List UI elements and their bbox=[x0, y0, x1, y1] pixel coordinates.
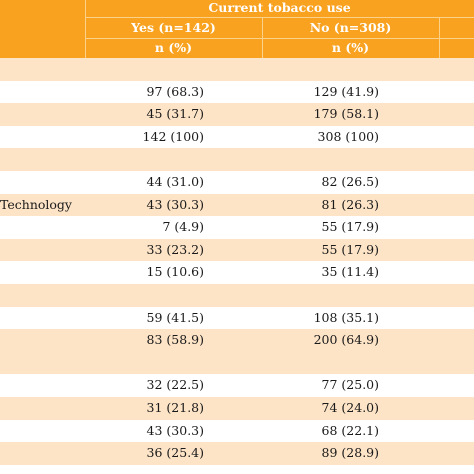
cell-no: 77 (25.0) bbox=[321, 377, 379, 393]
row-label bbox=[0, 171, 85, 194]
cell-yes: 31 (21.8) bbox=[146, 400, 204, 416]
cell-yes: 7 (4.9) bbox=[162, 219, 204, 235]
table-row: 43 (30.3) 68 (22.1) bbox=[0, 419, 474, 443]
cell-yes bbox=[85, 148, 204, 171]
table-row: 59 (41.5) 108 (35.1) bbox=[0, 306, 474, 330]
row-label bbox=[0, 216, 85, 239]
table-row: 32 (22.5) 77 (25.0) bbox=[0, 374, 474, 397]
column-subheader-no: n (%) bbox=[331, 40, 370, 56]
table-row: 45 (31.7) 179 (58.1) bbox=[0, 103, 474, 126]
row-label bbox=[0, 148, 85, 171]
column-header-no: No (n=308) bbox=[309, 19, 392, 35]
row-label bbox=[0, 442, 85, 465]
row-label bbox=[0, 397, 85, 420]
cell-yes: 43 (30.3) bbox=[146, 196, 204, 212]
table-row: 36 (25.4) 89 (28.9) bbox=[0, 442, 474, 465]
cell-no: 55 (17.9) bbox=[321, 219, 379, 235]
row-label bbox=[0, 374, 85, 397]
section-row bbox=[0, 58, 474, 81]
cell-no bbox=[262, 352, 379, 375]
cell-no: 74 (24.0) bbox=[321, 400, 379, 416]
cell-yes: 32 (22.5) bbox=[146, 377, 204, 393]
cell-no: 82 (26.5) bbox=[321, 174, 379, 190]
row-label bbox=[0, 58, 85, 81]
section-row bbox=[0, 284, 474, 307]
cell-no: 200 (64.9) bbox=[313, 332, 379, 348]
cell-no: 81 (26.3) bbox=[321, 196, 379, 212]
table-row: 15 (10.6) 35 (11.4) bbox=[0, 261, 474, 284]
cell-no bbox=[262, 284, 379, 307]
cell-yes: 33 (23.2) bbox=[146, 241, 204, 257]
row-label: Technology bbox=[0, 196, 72, 212]
cell-no: 89 (28.9) bbox=[321, 445, 379, 461]
cell-yes: 44 (31.0) bbox=[146, 174, 204, 190]
cell-yes: 36 (25.4) bbox=[146, 445, 204, 461]
row-label bbox=[0, 81, 85, 104]
cell-yes bbox=[85, 58, 204, 81]
row-label bbox=[0, 239, 85, 262]
cell-yes: 83 (58.9) bbox=[146, 332, 204, 348]
row-label bbox=[0, 261, 85, 284]
cell-no: 35 (11.4) bbox=[321, 264, 379, 280]
section-row bbox=[0, 148, 474, 171]
row-label bbox=[0, 307, 85, 330]
table-row: 7 (4.9) 55 (17.9) bbox=[0, 216, 474, 239]
table-row: 83 (58.9) 200 (64.9) bbox=[0, 329, 474, 352]
column-subheader-yes: n (%) bbox=[154, 40, 193, 56]
row-label bbox=[0, 126, 85, 149]
cell-yes bbox=[85, 284, 204, 307]
cell-yes bbox=[85, 352, 204, 375]
cell-yes: 43 (30.3) bbox=[146, 422, 204, 438]
cell-no bbox=[262, 58, 379, 81]
cell-yes: 97 (68.3) bbox=[146, 83, 204, 99]
cell-no bbox=[262, 148, 379, 171]
cell-yes: 142 (100) bbox=[142, 128, 204, 144]
row-label bbox=[0, 103, 85, 126]
column-group-title: Current tobacco use bbox=[208, 0, 351, 16]
cell-no: 108 (35.1) bbox=[313, 309, 379, 325]
table-row: 33 (23.2) 55 (17.9) bbox=[0, 238, 474, 262]
column-header-yes: Yes (n=142) bbox=[131, 19, 216, 35]
cell-no: 68 (22.1) bbox=[321, 422, 379, 438]
table-header: Current tobacco use Yes (n=142) No (n=30… bbox=[0, 0, 474, 58]
cell-yes: 59 (41.5) bbox=[146, 309, 204, 325]
cell-no: 308 (100) bbox=[317, 128, 379, 144]
table-row: 97 (68.3) 129 (41.9) bbox=[0, 80, 474, 104]
row-label bbox=[0, 420, 85, 443]
row-label bbox=[0, 352, 85, 375]
table-row: 31 (21.8) 74 (24.0) bbox=[0, 397, 474, 420]
table-row: 142 (100) 308 (100) bbox=[0, 125, 474, 149]
table-row: 44 (31.0) 82 (26.5) bbox=[0, 171, 474, 194]
cell-no: 129 (41.9) bbox=[313, 83, 379, 99]
section-row bbox=[0, 351, 474, 375]
cell-no: 179 (58.1) bbox=[313, 106, 379, 122]
table-row: Technology 43 (30.3) 81 (26.3) bbox=[0, 193, 474, 217]
cell-yes: 15 (10.6) bbox=[146, 264, 204, 280]
row-label bbox=[0, 329, 85, 352]
row-label bbox=[0, 284, 85, 307]
cell-no: 55 (17.9) bbox=[321, 241, 379, 257]
cell-yes: 45 (31.7) bbox=[146, 106, 204, 122]
